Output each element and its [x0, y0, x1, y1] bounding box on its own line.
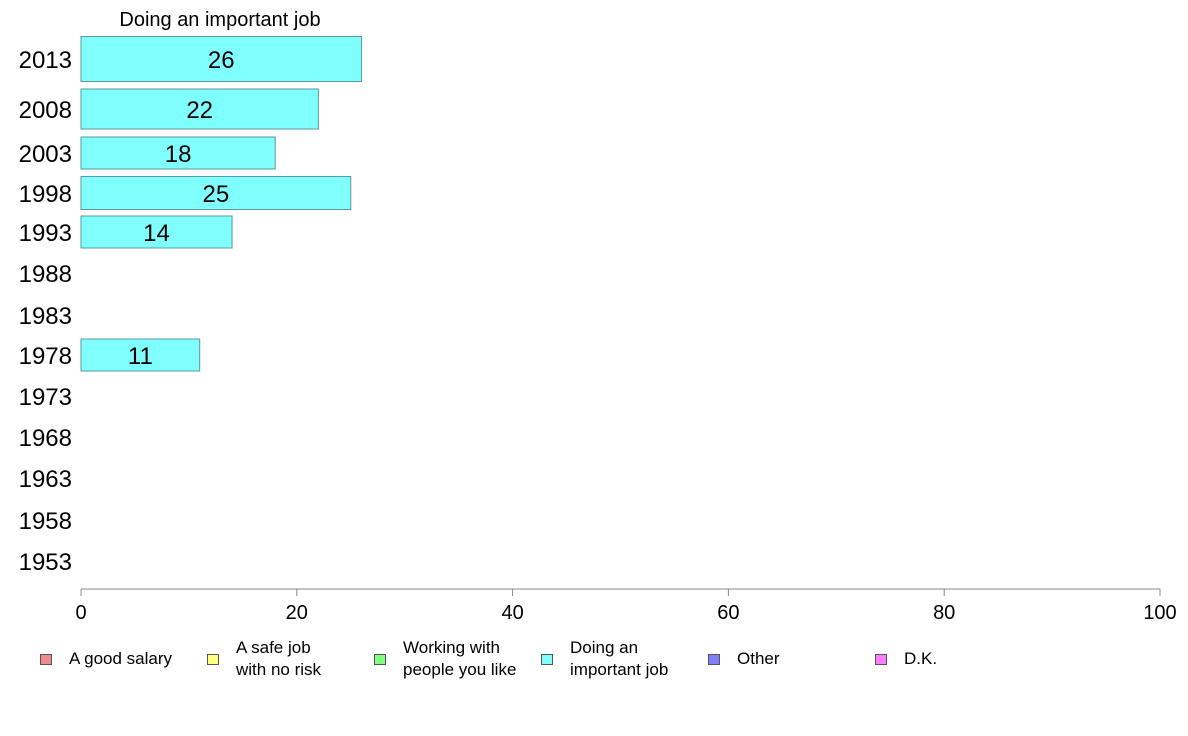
- legend-swatch: [207, 653, 219, 665]
- y-tick-label: 1968: [19, 425, 72, 452]
- bar-value-label: 14: [143, 220, 170, 247]
- legend-swatch: [40, 653, 52, 665]
- legend-item: Other: [708, 638, 780, 680]
- bar-value-label: 26: [208, 47, 235, 74]
- y-tick-label: 2003: [19, 141, 72, 168]
- y-tick-label: 2013: [19, 47, 72, 74]
- x-tick-label: 0: [75, 602, 86, 624]
- bar: [80, 215, 233, 249]
- legend-label: D.K.: [904, 649, 938, 668]
- y-tick-label: 1988: [19, 261, 72, 288]
- bar: [80, 176, 352, 210]
- bar: [80, 88, 319, 130]
- legend-item: Working with people you like: [374, 638, 516, 680]
- y-tick-label: 1998: [19, 181, 72, 208]
- legend-label: A safe job with no risk: [236, 638, 322, 679]
- legend-label: Other: [737, 649, 780, 668]
- legend-swatch: [875, 653, 887, 665]
- legend-swatch: [374, 653, 386, 665]
- x-tick-label: 60: [717, 602, 739, 624]
- x-tick-label: 20: [286, 602, 308, 624]
- y-axis-labels: 2013 2008 2003 1998 1993 1988 1983 1978 1973 1968…: [19, 47, 72, 576]
- legend-label: A good salary: [69, 649, 173, 668]
- bar: [80, 338, 201, 372]
- bar-chart: Doing an important job 26 22 18 25 14 11 2013…: [19, 9, 1177, 624]
- legend-item: Doing an important job: [541, 638, 668, 680]
- bar-value-label: 22: [186, 97, 213, 124]
- y-tick-label: 1973: [19, 384, 72, 411]
- legend-item: A safe job with no risk: [207, 638, 321, 680]
- x-axis: 0 20 40 60 80 100: [75, 588, 1177, 624]
- y-tick-label: 1993: [19, 220, 72, 247]
- y-tick-label: 1953: [19, 549, 72, 576]
- chart-title: Doing an important job: [119, 9, 320, 31]
- legend-item: A good salary: [40, 638, 172, 680]
- legend-swatch: [541, 653, 553, 665]
- bars-group: 26 22 18 25 14 11: [80, 36, 363, 372]
- bar: [80, 36, 363, 82]
- x-tick-label: 100: [1143, 602, 1176, 624]
- bar-value-label: 11: [128, 343, 153, 370]
- legend-label: Working with people you like: [403, 638, 517, 679]
- legend: A good salary A safe job with no risk Work…: [0, 638, 1188, 698]
- bar-value-label: 18: [165, 141, 192, 168]
- y-tick-label: 1983: [19, 303, 72, 330]
- y-tick-label: 1958: [19, 508, 72, 535]
- y-tick-label: 2008: [19, 97, 72, 124]
- legend-item: D.K.: [875, 638, 937, 680]
- x-tick-label: 80: [933, 602, 955, 624]
- bar: [80, 136, 276, 170]
- y-tick-label: 1978: [19, 343, 72, 370]
- bar-value-label: 25: [203, 181, 230, 208]
- x-tick-label: 40: [501, 602, 523, 624]
- legend-swatch: [708, 653, 720, 665]
- legend-label: Doing an important job: [570, 638, 669, 679]
- y-tick-label: 1963: [19, 466, 72, 493]
